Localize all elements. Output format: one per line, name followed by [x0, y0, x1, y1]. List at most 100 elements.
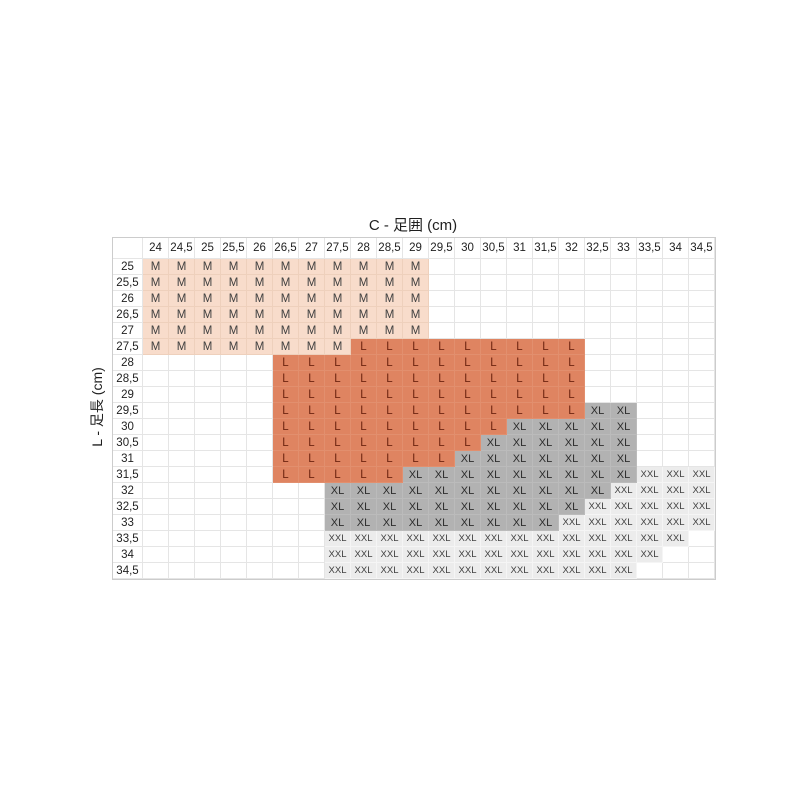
- size-cell: XXL: [507, 547, 533, 563]
- size-cell: L: [455, 403, 481, 419]
- size-cell: L: [455, 339, 481, 355]
- row-header: 34: [113, 547, 143, 563]
- column-header: 28: [351, 238, 377, 259]
- size-cell: [481, 291, 507, 307]
- size-cell: XL: [481, 483, 507, 499]
- size-cell: XXL: [585, 547, 611, 563]
- size-cell: [533, 307, 559, 323]
- size-cell: [169, 419, 195, 435]
- size-cell: [637, 307, 663, 323]
- size-cell: L: [481, 355, 507, 371]
- size-cell: [559, 259, 585, 275]
- size-cell: L: [299, 403, 325, 419]
- size-cell: [637, 259, 663, 275]
- size-cell: XL: [481, 435, 507, 451]
- size-cell: L: [377, 371, 403, 387]
- size-cell: [247, 563, 273, 579]
- size-cell: L: [273, 419, 299, 435]
- size-cell: L: [533, 403, 559, 419]
- column-header: 29,5: [429, 238, 455, 259]
- size-cell: XXL: [481, 531, 507, 547]
- size-cell: M: [247, 307, 273, 323]
- size-cell: M: [273, 339, 299, 355]
- size-cell: M: [299, 307, 325, 323]
- size-cell: M: [143, 275, 169, 291]
- row-header: 34,5: [113, 563, 143, 579]
- size-cell: L: [429, 339, 455, 355]
- size-cell: XXL: [351, 563, 377, 579]
- size-cell: L: [429, 419, 455, 435]
- size-cell: L: [351, 467, 377, 483]
- size-cell: [689, 387, 715, 403]
- size-cell: XL: [507, 483, 533, 499]
- size-cell: L: [429, 435, 455, 451]
- size-cell: XL: [533, 515, 559, 531]
- size-cell: [611, 291, 637, 307]
- size-cell: XL: [559, 483, 585, 499]
- size-cell: M: [195, 307, 221, 323]
- size-cell: L: [429, 355, 455, 371]
- size-cell: M: [247, 291, 273, 307]
- size-cell: L: [299, 355, 325, 371]
- size-cell: XL: [507, 419, 533, 435]
- size-cell: XL: [429, 515, 455, 531]
- size-cell: L: [533, 371, 559, 387]
- row-header: 30,5: [113, 435, 143, 451]
- size-cell: [195, 563, 221, 579]
- size-cell: [689, 531, 715, 547]
- column-header: 28,5: [377, 238, 403, 259]
- size-cell: L: [299, 419, 325, 435]
- column-header: 24,5: [169, 238, 195, 259]
- size-cell: L: [481, 403, 507, 419]
- size-cell: [169, 483, 195, 499]
- size-cell: XL: [507, 467, 533, 483]
- size-cell: XL: [481, 499, 507, 515]
- size-cell: [559, 323, 585, 339]
- size-cell: [299, 499, 325, 515]
- size-cell: XXL: [663, 531, 689, 547]
- size-cell: M: [169, 275, 195, 291]
- row-header: 28: [113, 355, 143, 371]
- size-cell: XL: [533, 499, 559, 515]
- row-header: 26: [113, 291, 143, 307]
- size-cell: XXL: [559, 531, 585, 547]
- size-table: 24 24,5 25 25,5 26 26,5 27 27,5 28 28,5 29 29,5 30 30…: [112, 237, 716, 580]
- size-cell: M: [143, 291, 169, 307]
- size-cell: XXL: [585, 531, 611, 547]
- size-cell: [663, 403, 689, 419]
- size-cell: XXL: [455, 547, 481, 563]
- size-cell: XXL: [559, 547, 585, 563]
- size-cell: [195, 355, 221, 371]
- size-cell: [299, 563, 325, 579]
- row-header: 32: [113, 483, 143, 499]
- size-cell: XL: [455, 467, 481, 483]
- size-cell: XL: [585, 483, 611, 499]
- size-cell: XL: [611, 435, 637, 451]
- size-cell: M: [195, 259, 221, 275]
- size-cell: L: [559, 355, 585, 371]
- size-cell: M: [169, 323, 195, 339]
- size-cell: [585, 259, 611, 275]
- size-cell: [663, 307, 689, 323]
- row-header: 25: [113, 259, 143, 275]
- size-cell: XL: [559, 435, 585, 451]
- size-cell: L: [559, 371, 585, 387]
- size-cell: [585, 387, 611, 403]
- row-header: 25,5: [113, 275, 143, 291]
- size-cell: [195, 547, 221, 563]
- size-cell: M: [299, 291, 325, 307]
- size-cell: M: [169, 339, 195, 355]
- size-cell: M: [351, 307, 377, 323]
- size-cell: [247, 499, 273, 515]
- column-header: 25: [195, 238, 221, 259]
- size-cell: [143, 483, 169, 499]
- size-cell: XXL: [325, 547, 351, 563]
- size-cell: [221, 467, 247, 483]
- size-cell: [507, 275, 533, 291]
- size-cell: XL: [611, 403, 637, 419]
- size-cell: [299, 531, 325, 547]
- size-cell: XL: [455, 483, 481, 499]
- size-cell: [169, 387, 195, 403]
- size-cell: L: [533, 339, 559, 355]
